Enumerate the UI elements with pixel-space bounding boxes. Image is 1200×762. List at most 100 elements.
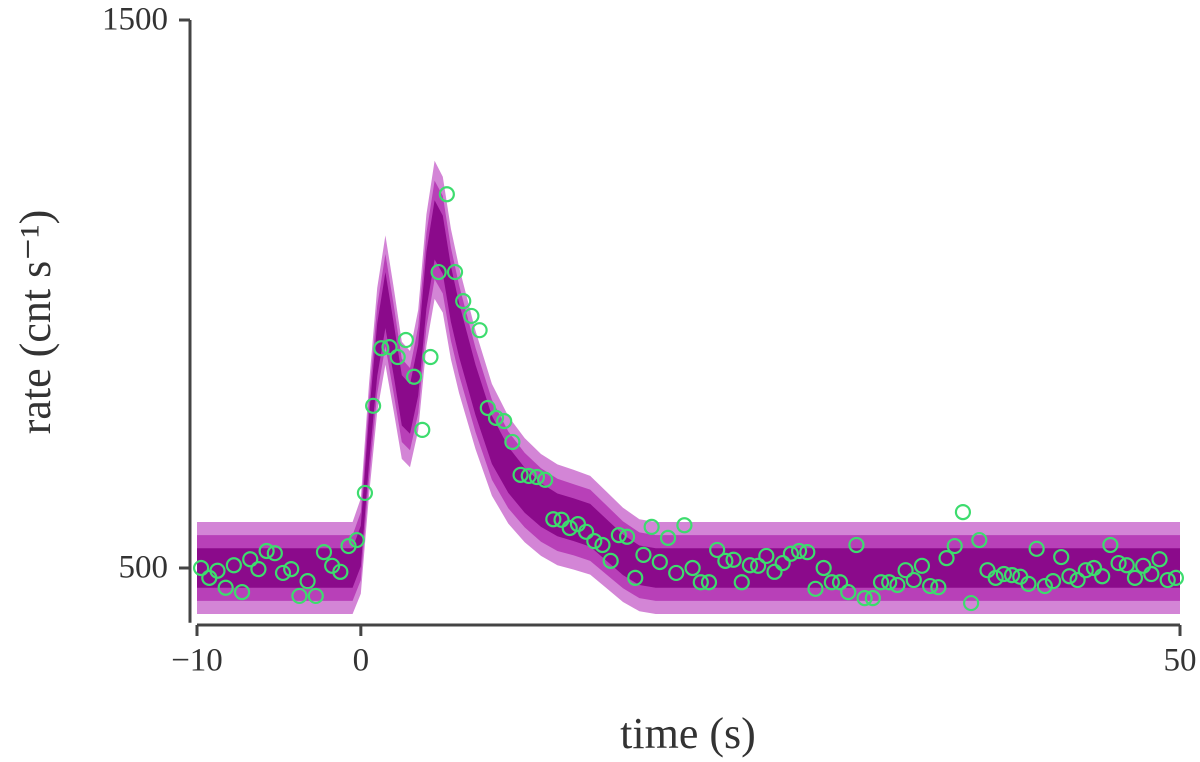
data-point	[823, 574, 840, 591]
data-point	[209, 562, 226, 579]
data-point	[528, 468, 546, 486]
data-point	[487, 409, 505, 426]
data-point	[709, 541, 726, 559]
data-point	[807, 580, 824, 597]
data-point	[1102, 536, 1119, 554]
data-point	[733, 574, 750, 591]
data-point	[1159, 571, 1176, 589]
data-point	[618, 528, 636, 545]
data-point	[373, 340, 390, 357]
data-point	[1118, 557, 1135, 574]
data-point	[479, 399, 496, 417]
data-point	[299, 573, 316, 590]
data-point	[684, 559, 701, 577]
data-point	[463, 307, 480, 325]
data-point	[356, 484, 374, 502]
data-point	[881, 574, 898, 591]
x-axis-label: time (s)	[620, 709, 756, 758]
y-tick-label: 1500	[102, 2, 168, 38]
data-point	[1053, 548, 1070, 566]
data-point	[1110, 554, 1127, 572]
data-point	[774, 554, 791, 572]
data-point	[578, 523, 595, 540]
data-point	[954, 504, 972, 521]
data-point	[504, 433, 521, 451]
data-point	[291, 587, 308, 605]
x-tick-label: −10	[171, 643, 223, 679]
data-point	[414, 421, 431, 439]
data-point	[856, 590, 873, 607]
data-point	[1036, 577, 1053, 595]
data-point	[561, 519, 578, 537]
data-point	[545, 511, 562, 528]
data-point	[864, 590, 881, 607]
data-point	[553, 511, 570, 528]
data-point	[1085, 559, 1103, 577]
data-point	[643, 518, 660, 536]
credible-band	[197, 200, 1180, 588]
data-point	[790, 542, 808, 560]
data-point	[1094, 568, 1111, 585]
data-point	[700, 574, 718, 591]
data-point	[913, 557, 931, 574]
data-point	[1151, 551, 1168, 568]
data-point	[258, 542, 275, 560]
data-point	[1069, 571, 1086, 589]
data-point	[938, 550, 955, 567]
data-point	[897, 562, 914, 579]
data-point	[930, 579, 947, 596]
data-point	[422, 348, 439, 366]
data-point	[963, 594, 980, 612]
data-point	[782, 545, 799, 562]
data-point	[840, 584, 857, 601]
data-point	[905, 571, 922, 589]
data-point	[225, 557, 242, 574]
data-point	[750, 557, 767, 574]
data-point	[659, 529, 677, 546]
data-point	[455, 293, 472, 310]
data-point	[1061, 568, 1078, 585]
data-point	[496, 413, 513, 430]
data-point	[274, 564, 292, 582]
data-point	[635, 546, 652, 563]
data-point	[192, 559, 210, 577]
data-point	[1028, 540, 1045, 557]
data-point	[1135, 557, 1152, 574]
data-point	[946, 537, 963, 555]
data-point	[233, 584, 251, 601]
data-point	[831, 574, 849, 591]
data-point	[471, 322, 488, 339]
data-point	[799, 544, 816, 561]
data-point	[266, 545, 283, 562]
data-point	[512, 466, 529, 483]
data-point	[872, 574, 890, 591]
data-point	[332, 563, 349, 580]
data-point	[602, 552, 619, 569]
data-point	[217, 579, 234, 596]
data-point	[397, 331, 414, 349]
data-point	[242, 551, 259, 568]
data-point	[676, 517, 693, 534]
data-point	[971, 531, 988, 549]
data-point	[594, 536, 611, 554]
data-point	[1003, 567, 1021, 584]
data-point	[610, 527, 627, 544]
data-point	[995, 565, 1012, 583]
data-point	[537, 471, 554, 488]
y-tick-label: 500	[119, 550, 169, 586]
data-point	[405, 368, 423, 385]
data-point	[889, 576, 906, 594]
y-axis-label: rate (cnt s⁻¹)	[11, 210, 60, 435]
data-point	[315, 544, 333, 561]
data-point	[283, 560, 300, 578]
data-point	[848, 536, 865, 554]
data-point	[1126, 569, 1144, 586]
data-point	[520, 467, 537, 485]
data-point	[586, 533, 603, 550]
data-point	[1077, 562, 1094, 579]
data-point	[758, 547, 775, 565]
data-point	[1044, 573, 1062, 590]
data-point	[365, 397, 382, 414]
data-point	[307, 587, 324, 605]
